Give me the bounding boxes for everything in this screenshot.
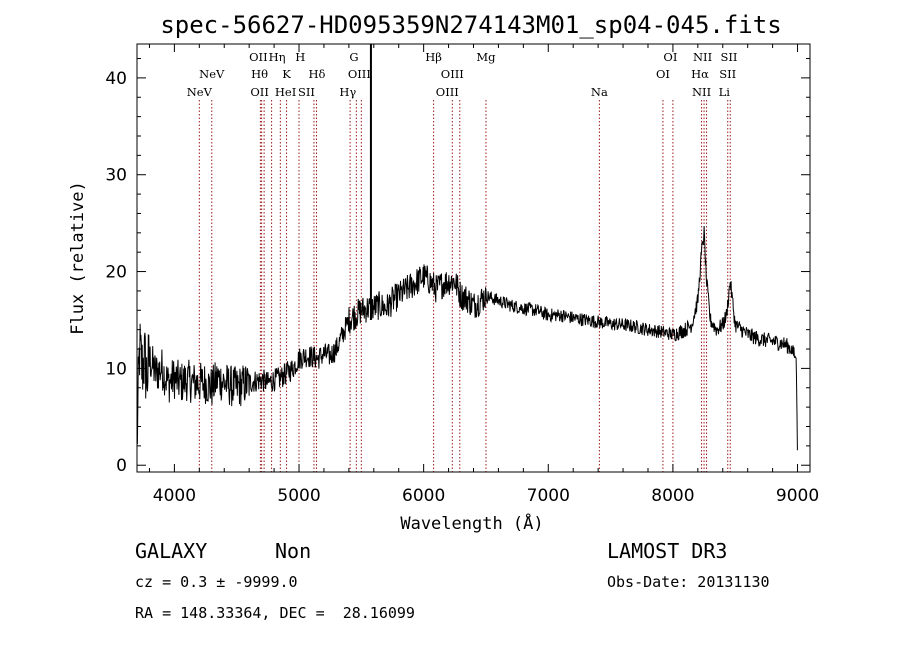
line-label-15: OIII: [441, 67, 464, 81]
x-axis-label: Wavelength (Å): [400, 512, 543, 534]
x-tick-label-9000: 9000: [776, 486, 819, 506]
y-tick-label-10: 10: [105, 359, 127, 379]
line-label-14: Hβ: [425, 50, 442, 64]
line-label-11: G: [349, 50, 358, 64]
spectrum-series: [136, 44, 798, 451]
x-tick-label-7000: 7000: [527, 486, 570, 506]
y-tick-label-30: 30: [105, 166, 127, 186]
object-class: GALAXY: [135, 539, 208, 563]
y-axis-ticks: 0 10 20 30 40: [105, 58, 810, 476]
line-label-20: OI: [656, 67, 670, 81]
chart-title: spec-56627-HD095359N274143M01_sp04-045.f…: [160, 11, 781, 39]
line-label-5: Hθ: [251, 67, 268, 81]
y-tick-label-20: 20: [105, 263, 127, 283]
line-label-3: Hη: [269, 50, 286, 64]
line-label-23: NII: [692, 85, 711, 99]
line-label-25: SII: [719, 67, 736, 81]
line-label-18: Na: [591, 85, 608, 99]
x-tick-label-6000: 6000: [402, 486, 445, 506]
line-label-21: NII: [693, 50, 712, 64]
y-tick-label-40: 40: [105, 69, 127, 89]
line-label-6: H: [295, 50, 305, 64]
line-label-4: OII: [250, 85, 269, 99]
line-label-22: Hα: [691, 67, 709, 81]
line-label-8: HeI: [275, 85, 296, 99]
y-tick-label-0: 0: [116, 456, 127, 476]
line-label-26: Li: [719, 85, 731, 99]
line-label-12: OIII: [348, 67, 371, 81]
x-tick-label-4000: 4000: [153, 486, 196, 506]
line-label-9: Hδ: [309, 67, 326, 81]
object-subclass: Non: [275, 539, 312, 563]
line-label-0: NeV: [187, 85, 213, 99]
line-label-10: SII: [298, 85, 315, 99]
x-tick-label-5000: 5000: [277, 486, 320, 506]
survey-name: LAMOST DR3: [607, 539, 728, 563]
emission-line-markers: [198, 100, 731, 472]
spectrum-line-0: [136, 226, 798, 451]
line-label-7: K: [282, 67, 291, 81]
line-label-17: Mg: [476, 50, 496, 64]
line-label-13: Hγ: [339, 85, 356, 99]
line-label-2: OII: [249, 50, 268, 64]
line-label-16: OIII: [436, 85, 459, 99]
redshift-readout: cz = 0.3 ± -9999.0: [135, 573, 298, 591]
plot-frame: [136, 43, 811, 473]
coordinates-readout: RA = 148.33364, DEC = 28.16099: [135, 604, 415, 622]
obs-date: Obs-Date: 20131130: [607, 573, 770, 591]
line-label-1: NeV: [199, 67, 225, 81]
line-label-24: SII: [721, 50, 738, 64]
line-label-19: OI: [663, 50, 677, 64]
x-tick-label-8000: 8000: [651, 486, 694, 506]
x-axis-ticks: 4000 5000 6000 7000 8000 9000: [148, 44, 819, 506]
y-axis-label: Flux (relative): [68, 181, 88, 335]
